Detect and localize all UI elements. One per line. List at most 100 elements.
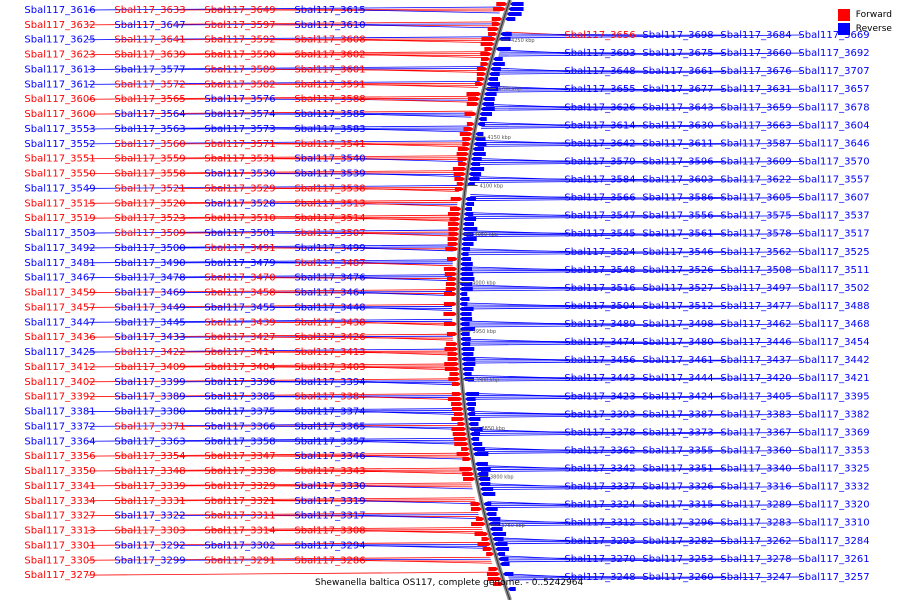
left-connector-line bbox=[357, 247, 454, 252]
forward-gene-arrow bbox=[456, 152, 470, 156]
left-connector-line bbox=[357, 69, 482, 73]
left-connector-line bbox=[357, 336, 453, 341]
gene-label: Sbal117_3380 bbox=[114, 407, 185, 418]
gene-label: Sbal117_3566 bbox=[564, 193, 635, 204]
gene-label: Sbal117_3584 bbox=[564, 175, 635, 186]
left-connector-line bbox=[87, 541, 486, 546]
reverse-gene-arrow bbox=[484, 507, 498, 511]
right-connector-line bbox=[477, 142, 725, 145]
right-connector-line bbox=[464, 287, 803, 292]
gene-label: Sbal117_3433 bbox=[114, 332, 185, 343]
gene-label: Sbal117_3517 bbox=[798, 229, 869, 240]
gene-label: Sbal117_3556 bbox=[642, 211, 713, 222]
reverse-gene-arrow bbox=[472, 452, 489, 456]
right-connector-line bbox=[481, 123, 647, 126]
forward-gene-arrow bbox=[459, 132, 473, 136]
left-connector-line bbox=[357, 143, 466, 148]
forward-gene-arrow bbox=[453, 412, 465, 416]
gene-label: Sbal117_3470 bbox=[204, 273, 275, 284]
forward-gene-arrow bbox=[447, 237, 460, 241]
reverse-gene-arrow bbox=[469, 432, 480, 436]
left-connector-line bbox=[87, 229, 455, 234]
gene-label: Sbal117_3648 bbox=[564, 66, 635, 77]
gene-label: Sbal117_3707 bbox=[798, 66, 869, 77]
reverse-gene-arrow bbox=[499, 562, 510, 566]
forward-gene-arrow bbox=[444, 347, 459, 351]
left-connector-line bbox=[87, 497, 475, 502]
reverse-gene-arrow bbox=[466, 412, 476, 416]
left-connector-line bbox=[177, 439, 464, 442]
legend-label-forward: Forward bbox=[855, 10, 892, 20]
reverse-gene-arrow bbox=[459, 327, 476, 331]
forward-gene-arrow bbox=[449, 207, 462, 211]
gene-label: Sbal117_3442 bbox=[798, 355, 869, 366]
gene-label: Sbal117_3558 bbox=[114, 169, 185, 180]
gene-label: Sbal117_3548 bbox=[564, 265, 635, 276]
gene-label: Sbal117_3427 bbox=[204, 332, 275, 343]
gene-label: Sbal117_3502 bbox=[798, 283, 869, 294]
left-connector-line bbox=[87, 125, 470, 130]
left-connector-line bbox=[267, 277, 453, 280]
reverse-gene-arrow bbox=[499, 32, 512, 36]
gene-label: Sbal117_3540 bbox=[294, 154, 365, 165]
gene-label: Sbal117_3572 bbox=[114, 79, 185, 90]
gene-label: Sbal117_3316 bbox=[720, 482, 791, 493]
gene-label: Sbal117_3301 bbox=[24, 540, 95, 551]
forward-gene-arrow bbox=[475, 82, 484, 86]
gene-label: Sbal117_3332 bbox=[798, 482, 869, 493]
reverse-gene-arrow bbox=[480, 492, 496, 496]
gene-label: Sbal117_3447 bbox=[24, 317, 95, 328]
gene-label: Sbal117_3354 bbox=[114, 451, 185, 462]
left-connector-line bbox=[357, 530, 484, 534]
left-connector-line bbox=[357, 455, 467, 460]
gene-label: Sbal117_3632 bbox=[24, 20, 95, 31]
gene-label: Sbal117_3461 bbox=[642, 355, 713, 366]
right-connector-line bbox=[477, 142, 803, 147]
left-connector-line bbox=[87, 571, 495, 576]
gene-label: Sbal117_3480 bbox=[642, 337, 713, 348]
reverse-gene-arrow bbox=[463, 212, 474, 216]
left-connector-line bbox=[357, 173, 461, 177]
gene-label: Sbal117_3684 bbox=[720, 30, 791, 41]
gene-label: Sbal117_3492 bbox=[24, 243, 95, 254]
reverse-gene-arrow bbox=[474, 132, 484, 136]
right-connector-line bbox=[488, 88, 803, 93]
left-connector-line bbox=[357, 24, 495, 29]
reverse-gene-arrow bbox=[497, 557, 509, 561]
label-connector-lines bbox=[87, 6, 803, 581]
forward-gene-arrow bbox=[451, 427, 467, 431]
gene-label: Sbal117_3459 bbox=[24, 288, 95, 299]
gene-label: Sbal117_3607 bbox=[798, 193, 869, 204]
gene-label: Sbal117_3247 bbox=[720, 572, 791, 583]
gene-label: Sbal117_3279 bbox=[24, 570, 95, 581]
gene-label: Sbal117_3253 bbox=[642, 554, 713, 565]
right-connector-line bbox=[498, 52, 803, 57]
gene-label: Sbal117_3479 bbox=[204, 258, 275, 269]
right-connector-line bbox=[465, 341, 725, 344]
left-connector-line bbox=[177, 335, 453, 338]
gene-label: Sbal117_3527 bbox=[642, 283, 713, 294]
forward-gene-arrow bbox=[448, 227, 460, 231]
gene-label: Sbal117_3283 bbox=[720, 518, 791, 529]
gene-label: Sbal117_3643 bbox=[642, 102, 713, 113]
forward-gene-arrow bbox=[447, 357, 460, 361]
forward-gene-arrow bbox=[451, 402, 464, 406]
left-connector-line bbox=[357, 411, 460, 415]
gene-label: Sbal117_3331 bbox=[114, 496, 185, 507]
gene-label: Sbal117_3564 bbox=[114, 109, 185, 120]
reverse-gene-arrow bbox=[506, 12, 522, 16]
reverse-gene-arrow bbox=[476, 472, 489, 476]
left-connector-line bbox=[87, 348, 454, 353]
right-connector-line bbox=[474, 161, 803, 165]
gene-label: Sbal117_3631 bbox=[720, 84, 791, 95]
forward-gene-arrow bbox=[451, 392, 463, 396]
gene-label: Sbal117_3381 bbox=[24, 407, 95, 418]
gene-label: Sbal117_3491 bbox=[204, 243, 275, 254]
gene-label: Sbal117_3577 bbox=[114, 64, 185, 75]
reverse-gene-arrow bbox=[471, 447, 485, 451]
gene-label: Sbal117_3692 bbox=[798, 48, 869, 59]
left-connector-line bbox=[267, 336, 453, 339]
gene-label: Sbal117_3262 bbox=[720, 536, 791, 547]
forward-gene-arrow bbox=[443, 267, 458, 271]
right-connector-line bbox=[471, 412, 647, 415]
